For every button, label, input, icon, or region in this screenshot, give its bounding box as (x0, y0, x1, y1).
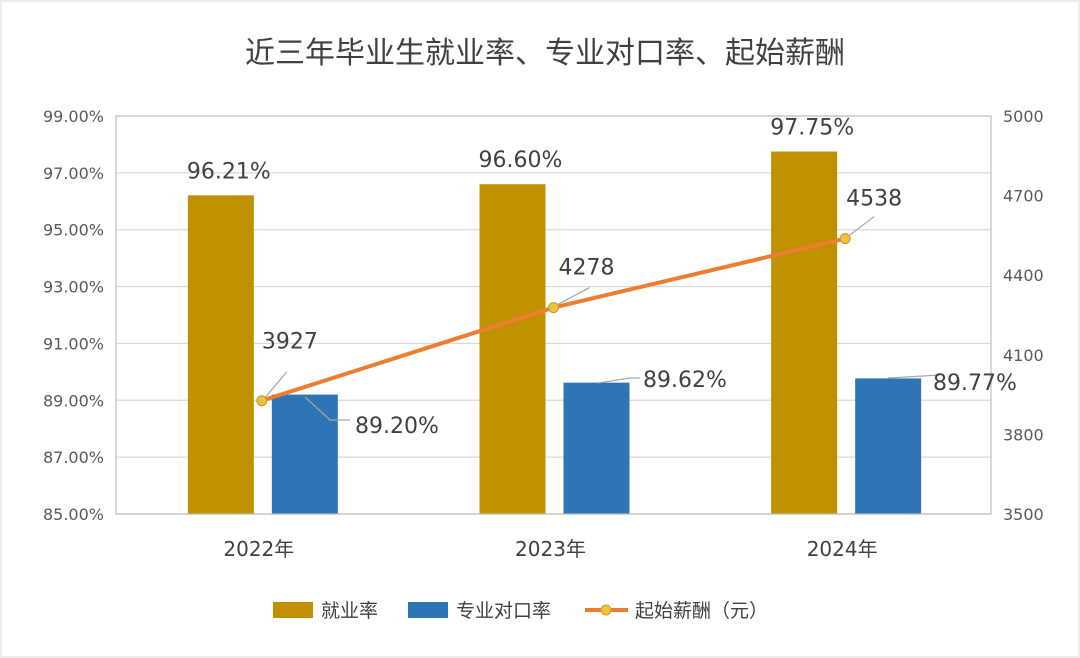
x-tick-label: 2024年 (807, 537, 878, 561)
leader-line (557, 287, 590, 306)
bar-major-match-rate (271, 394, 338, 514)
x-axis: 2022年 2023年 2024年 (223, 537, 877, 561)
legend-swatch-employment-rate (273, 602, 313, 618)
leader-line (265, 371, 288, 398)
x-tick-label: 2022年 (223, 537, 294, 561)
bars (187, 151, 922, 515)
plot-area-border (115, 115, 992, 515)
leader-line (304, 396, 350, 421)
legend-label-employment-rate: 就业率 (321, 600, 378, 622)
legend: 就业率 专业对口率 起始薪酬（元） (273, 600, 768, 622)
left-tick-label: 89.00% (43, 391, 104, 410)
legend-marker-salary (600, 604, 612, 616)
right-tick-label: 4700 (1003, 187, 1044, 206)
data-label-employment-rate: 96.60% (479, 148, 563, 173)
salary-marker (548, 302, 559, 314)
salary-marker (256, 395, 268, 407)
data-label-major-match-rate: 89.77% (933, 371, 1017, 396)
data-labels: 96.21% 96.60% 97.75% 89.20% 89.62% 89.77% 3927… (187, 116, 1017, 439)
data-label-employment-rate: 96.21% (187, 159, 271, 184)
chart-title: 近三年毕业生就业率、专业对口率、起始薪酬 (245, 36, 845, 71)
left-tick-label: 97.00% (43, 164, 104, 183)
data-label-employment-rate: 97.75% (770, 116, 854, 141)
legend-label-salary: 起始薪酬（元） (635, 600, 768, 622)
right-tick-label: 5000 (1003, 107, 1044, 126)
bar-employment-rate (187, 195, 254, 514)
salary-marker (839, 233, 851, 245)
right-axis: 5000 4700 4400 4100 3800 3500 (1003, 107, 1044, 524)
left-tick-label: 95.00% (43, 221, 104, 240)
leader-line (597, 377, 640, 384)
left-tick-label: 87.00% (43, 448, 104, 467)
leader-line (848, 216, 875, 237)
left-tick-label: 99.00% (43, 107, 104, 126)
salary-line-path (261, 236, 846, 403)
data-label-salary: 4278 (559, 256, 615, 281)
data-label-major-match-rate: 89.20% (355, 414, 439, 439)
right-tick-label: 3500 (1003, 505, 1044, 524)
left-tick-label: 91.00% (43, 334, 104, 353)
data-label-salary: 3927 (262, 330, 318, 355)
right-tick-label: 4100 (1003, 346, 1044, 365)
legend-label-major-match-rate: 专业对口率 (456, 600, 551, 622)
left-axis: 99.00% 97.00% 95.00% 93.00% 91.00% 89.00% 87.0… (43, 107, 104, 524)
x-tick-label: 2023年 (515, 537, 586, 561)
bar-major-match-rate (855, 378, 922, 514)
leader-line (887, 374, 941, 379)
bar-major-match-rate (563, 382, 630, 514)
right-tick-label: 3800 (1003, 425, 1044, 444)
left-tick-label: 85.00% (43, 505, 104, 524)
right-tick-label: 4400 (1003, 266, 1044, 285)
left-tick-label: 93.00% (43, 278, 104, 297)
bar-employment-rate (479, 184, 546, 514)
data-label-salary: 4538 (846, 187, 902, 212)
bar-employment-rate (771, 151, 838, 515)
legend-swatch-major-match-rate (408, 602, 448, 618)
salary-line (256, 233, 851, 407)
data-label-major-match-rate: 89.62% (643, 368, 727, 393)
